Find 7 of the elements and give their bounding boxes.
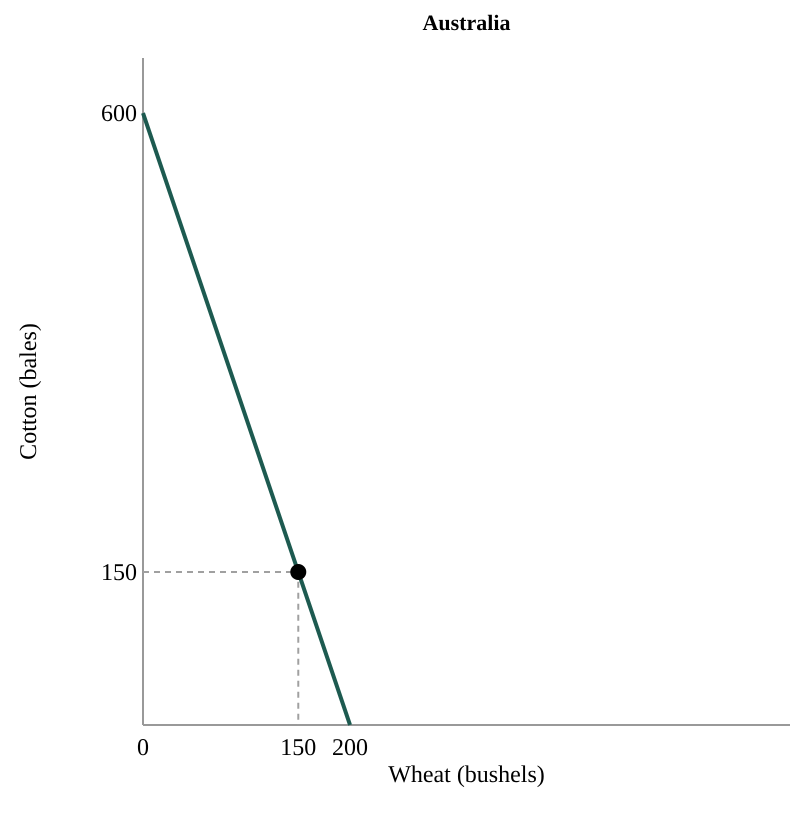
x-axis-title: Wheat (bushels): [388, 762, 545, 788]
x-tick-label: 0: [137, 735, 149, 761]
y-axis-title: Cotton (bales): [16, 323, 42, 460]
x-tick-label: 200: [332, 735, 368, 761]
chart-title: Australia: [422, 10, 510, 35]
x-tick-label: 150: [280, 735, 316, 761]
y-tick-label: 600: [101, 101, 137, 128]
